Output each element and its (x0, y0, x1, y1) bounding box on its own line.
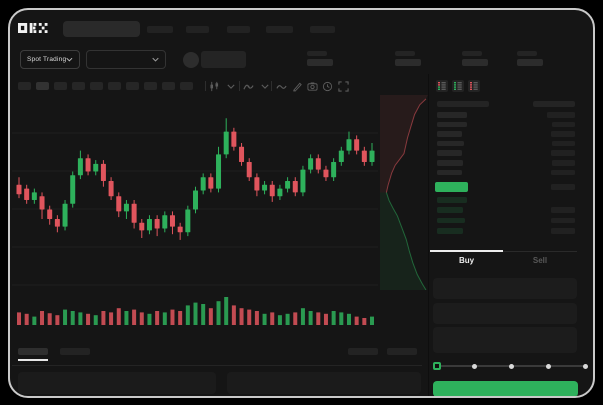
chart-footer-control[interactable] (387, 348, 417, 355)
slider-stop-dot[interactable] (545, 363, 551, 369)
nav-item-placeholder[interactable] (266, 26, 293, 33)
bottom-tab[interactable] (60, 348, 90, 355)
orderbook-header-price (437, 101, 489, 107)
stat-label-placeholder (517, 51, 537, 56)
divider (239, 81, 240, 91)
header-action-button[interactable] (201, 51, 246, 68)
market-type-label: Spot Trading (27, 56, 67, 63)
interval-button[interactable] (144, 82, 157, 90)
ask-amount[interactable] (551, 169, 575, 176)
indicators-icon[interactable] (242, 80, 254, 92)
ask-amount[interactable] (547, 112, 575, 118)
price-input[interactable] (433, 278, 577, 299)
stat-value-placeholder (462, 59, 488, 66)
ask-price[interactable] (437, 150, 462, 156)
book-asks-icon[interactable] (468, 80, 480, 92)
ask-amount[interactable] (552, 160, 575, 166)
interval-button[interactable] (36, 82, 49, 90)
slider-stop-dot[interactable] (582, 363, 588, 369)
chevron-down-icon[interactable] (260, 83, 269, 90)
ask-price[interactable] (437, 112, 467, 118)
stat-value-placeholder (307, 59, 333, 66)
bid-price[interactable] (437, 207, 463, 213)
chevron-down-icon[interactable] (226, 83, 235, 90)
stat-label-placeholder (462, 51, 482, 56)
okx-logo-glyph (18, 23, 48, 33)
line-tool-icon[interactable] (275, 80, 287, 92)
nav-item-placeholder[interactable] (310, 26, 335, 33)
ask-amount[interactable] (552, 121, 575, 128)
bid-amount[interactable] (551, 217, 575, 224)
okx-logo[interactable] (18, 20, 48, 36)
chart-type-icon[interactable] (208, 80, 220, 92)
divider (205, 81, 206, 91)
interval-button[interactable] (108, 82, 121, 90)
tab-sell[interactable]: Sell (532, 256, 548, 265)
stat-label-placeholder (307, 51, 327, 56)
app-window: Spot Trading (8, 8, 595, 398)
inactive-tab-indicator (503, 250, 577, 252)
ask-price[interactable] (437, 131, 462, 137)
chevron-down-icon (152, 57, 159, 62)
book-bids-icon[interactable] (452, 80, 464, 92)
nav-item-placeholder[interactable] (186, 26, 209, 33)
orders-panel-left (18, 372, 216, 394)
bid-price[interactable] (437, 217, 465, 224)
book-both-icon[interactable] (436, 80, 448, 92)
timer-icon[interactable] (321, 80, 333, 92)
ask-price[interactable] (437, 169, 462, 176)
stat-value-placeholder (395, 59, 421, 66)
fullscreen-icon[interactable] (337, 80, 349, 92)
orderbook-header-amount (533, 101, 575, 107)
slider-stop-dot[interactable] (471, 363, 477, 369)
divider (271, 81, 272, 91)
pair-selector[interactable] (86, 50, 166, 69)
chart-footer-control[interactable] (348, 348, 378, 355)
candlestick-chart[interactable] (12, 95, 378, 330)
total-field[interactable] (433, 327, 577, 353)
interval-button[interactable] (18, 82, 31, 90)
bottom-tab-active[interactable] (18, 348, 48, 355)
screen-layer: Spot Trading (10, 10, 593, 396)
interval-button[interactable] (72, 82, 85, 90)
panel-divider (428, 74, 429, 396)
interval-button[interactable] (180, 82, 193, 90)
nav-item-placeholder[interactable] (147, 26, 173, 33)
ask-amount[interactable] (551, 131, 575, 137)
interval-button[interactable] (54, 82, 67, 90)
ask-price[interactable] (437, 160, 463, 166)
camera-icon[interactable] (306, 80, 318, 92)
ask-amount[interactable] (552, 140, 575, 147)
stat-label-placeholder (395, 51, 415, 56)
ask-amount[interactable] (551, 150, 575, 156)
active-tab-indicator (430, 250, 503, 252)
buy-submit-button[interactable] (433, 381, 578, 396)
nav-item-placeholder[interactable] (227, 26, 250, 33)
bottom-tab-underline (18, 359, 48, 361)
ask-price[interactable] (437, 121, 467, 128)
divider (12, 365, 422, 366)
orders-panel-right (227, 372, 421, 394)
chevron-down-icon (66, 57, 73, 62)
bid-amount[interactable] (551, 207, 575, 213)
interval-button[interactable] (126, 82, 139, 90)
stat-value-placeholder (517, 59, 543, 66)
avatar[interactable] (183, 52, 199, 68)
interval-button[interactable] (90, 82, 103, 90)
bid-amount[interactable] (551, 228, 575, 234)
slider-handle[interactable] (433, 361, 441, 370)
interval-button[interactable] (162, 82, 175, 90)
bid-price[interactable] (437, 197, 467, 203)
last-price-amount (551, 184, 575, 190)
search-input[interactable] (63, 21, 140, 37)
tab-buy[interactable]: Buy (458, 256, 475, 265)
ask-price[interactable] (437, 140, 464, 147)
brush-icon[interactable] (291, 80, 303, 92)
slider-stop-dot[interactable] (508, 363, 514, 369)
amount-input[interactable] (433, 303, 577, 324)
depth-chart[interactable] (380, 95, 428, 290)
last-price-badge[interactable] (435, 182, 468, 192)
market-type-selector[interactable]: Spot Trading (20, 50, 80, 69)
bid-price[interactable] (437, 228, 463, 234)
